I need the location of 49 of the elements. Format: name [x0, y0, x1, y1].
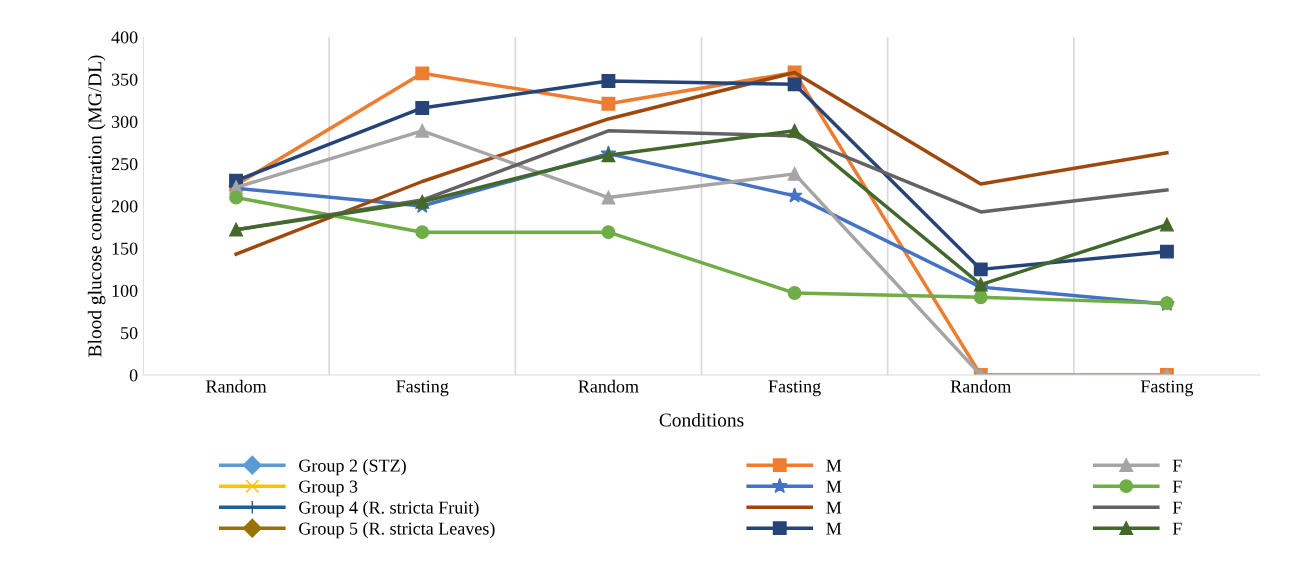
legend-label: Group 2 (STZ)	[299, 458, 406, 476]
x-tick-label: Random	[950, 379, 1012, 393]
x-tick-label: Fasting	[768, 380, 821, 397]
point	[1159, 244, 1174, 259]
legend-label: M	[826, 480, 842, 493]
x-tick-label: Fasting	[1140, 380, 1194, 397]
y-tick-label: 350	[111, 73, 138, 86]
y-tick-label: 50	[121, 327, 138, 340]
legend-label: M	[826, 501, 842, 514]
legend-label: F	[1172, 522, 1182, 535]
y-tick-label: 400	[111, 31, 138, 44]
point	[787, 166, 802, 181]
legend-label: F	[1172, 459, 1182, 472]
y-tick-label: 100	[112, 284, 138, 297]
point	[787, 286, 802, 300]
point	[415, 225, 430, 240]
x-tick-label: Random	[578, 379, 639, 393]
point	[973, 262, 988, 277]
x-axis-title: Conditions	[659, 412, 744, 427]
point	[601, 73, 616, 88]
y-tick-label: 250	[111, 158, 138, 171]
point	[787, 77, 802, 92]
point	[601, 190, 616, 205]
point	[601, 96, 616, 111]
legend-label: Group 5 (R. stricta Leaves)	[299, 521, 495, 539]
legend-label: F	[1172, 480, 1182, 493]
legend-label: M	[826, 522, 842, 535]
y-tick-label: 0	[129, 369, 138, 382]
legend-label: F	[1172, 501, 1182, 514]
legend-label: M	[826, 459, 842, 472]
point	[415, 101, 430, 115]
y-tick-label: 300	[111, 115, 138, 128]
point	[786, 187, 803, 203]
point	[787, 123, 802, 138]
x-tick-label: Random	[206, 379, 267, 393]
point	[415, 123, 430, 138]
point	[601, 225, 616, 240]
y-tick-label: 200	[111, 200, 138, 213]
point	[415, 194, 430, 209]
y-tick-label: 150	[112, 242, 138, 255]
point	[973, 290, 988, 305]
legend-label: Group 4 (R. stricta Fruit)	[299, 500, 479, 518]
y-axis-title: Blood glucose concentration (MG/DL)	[87, 55, 106, 357]
point	[415, 66, 430, 81]
point	[1159, 217, 1174, 232]
point	[229, 190, 244, 205]
legend-label: Group 3	[299, 480, 358, 497]
x-tick-label: Fasting	[396, 380, 449, 397]
point	[229, 222, 244, 237]
